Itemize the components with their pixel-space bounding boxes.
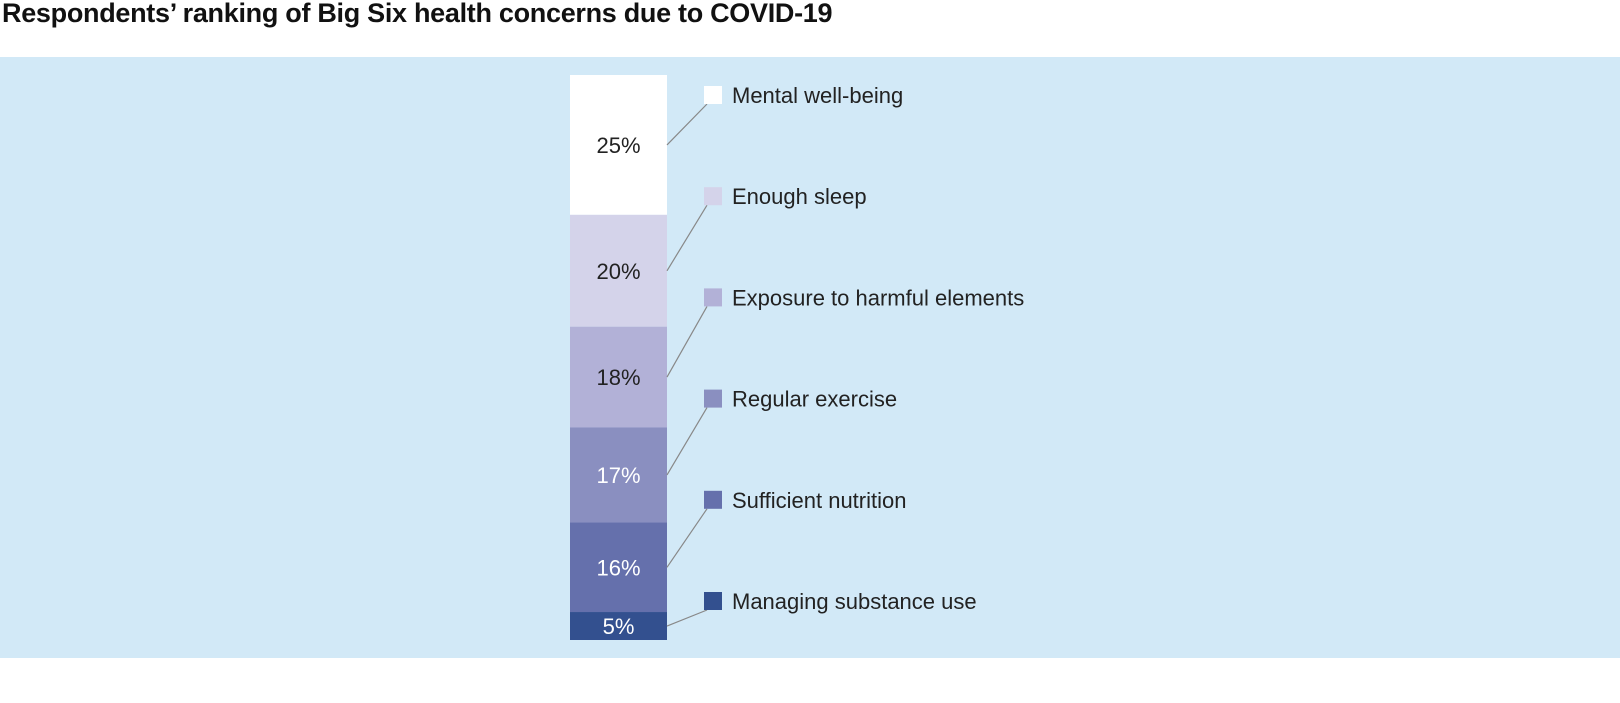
leader-line	[666, 609, 708, 627]
chart-title: Respondents’ ranking of Big Six health c…	[2, 0, 833, 28]
data-label: 5%	[603, 614, 635, 639]
legend-swatch	[704, 187, 722, 206]
data-label: 17%	[596, 463, 640, 488]
legend-label: Sufficient nutrition	[732, 488, 906, 513]
chart-panel	[0, 57, 1620, 658]
bar-segment	[570, 612, 667, 640]
bar-segment	[570, 214, 667, 327]
leader-line	[666, 508, 708, 568]
legend-swatch	[704, 86, 722, 104]
legend-swatch	[704, 490, 722, 509]
data-label: 20%	[596, 259, 640, 284]
bar-segment	[570, 522, 667, 613]
legend-label: Mental well-being	[732, 83, 903, 108]
leader-line	[666, 103, 708, 146]
data-label: 16%	[596, 555, 640, 580]
legend-swatch	[704, 288, 722, 307]
data-label: 25%	[596, 133, 640, 158]
legend-label: Exposure to harmful elements	[732, 285, 1024, 310]
legend-label: Enough sleep	[732, 184, 867, 209]
data-label: 18%	[596, 365, 640, 390]
legend-swatch	[704, 592, 722, 610]
legend-label: Managing substance use	[732, 589, 977, 614]
bar-segment	[570, 75, 667, 215]
leader-line	[666, 306, 708, 378]
leader-line	[666, 204, 708, 272]
bar-segment	[570, 427, 667, 523]
legend-swatch	[704, 389, 722, 408]
leader-line	[666, 407, 708, 476]
bar-segment	[570, 326, 667, 428]
legend-label: Regular exercise	[732, 387, 897, 412]
